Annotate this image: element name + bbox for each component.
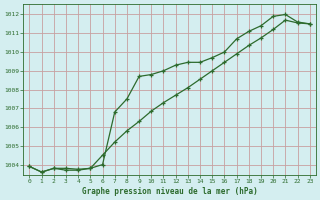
X-axis label: Graphe pression niveau de la mer (hPa): Graphe pression niveau de la mer (hPa) (82, 187, 258, 196)
